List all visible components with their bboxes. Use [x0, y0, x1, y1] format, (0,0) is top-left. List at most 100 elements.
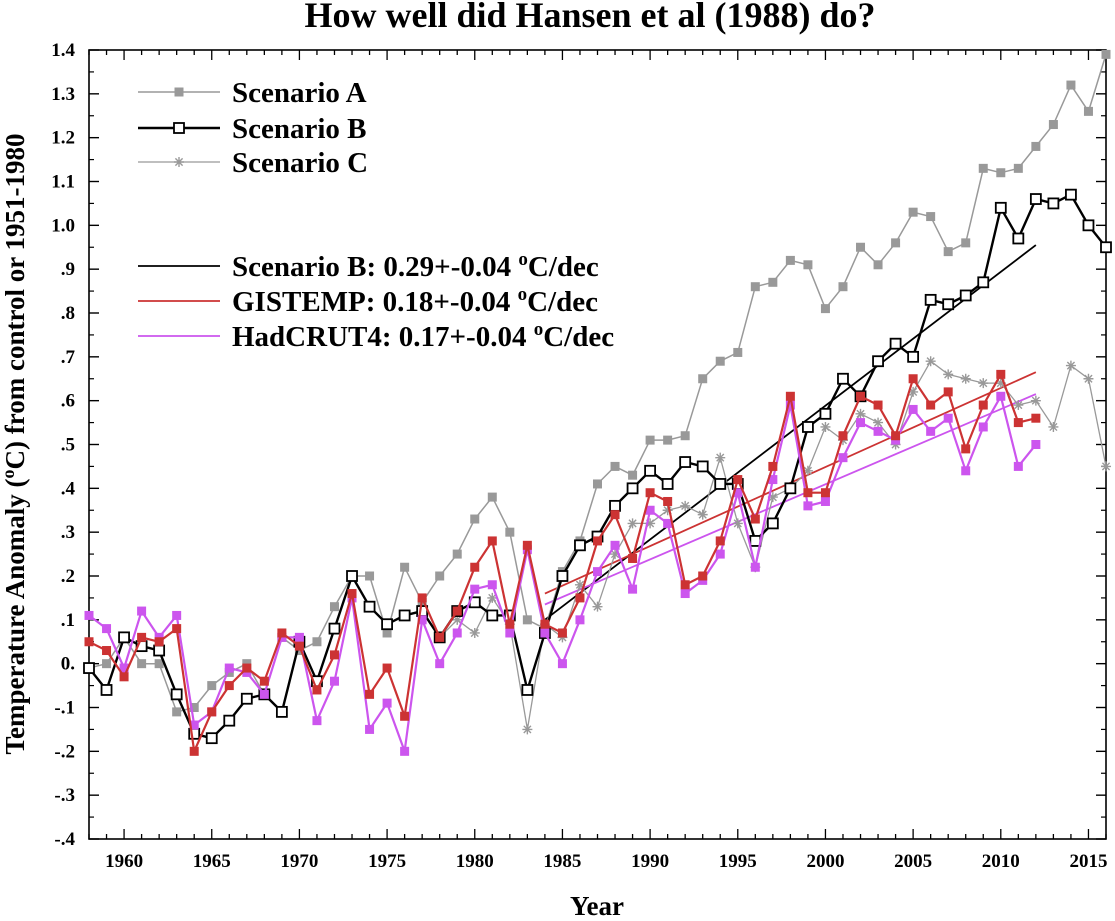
- data-point-scenario-a: [452, 549, 462, 559]
- data-point-scenario-a: [715, 356, 725, 366]
- legend-item-scenario-b: Scenario B: [138, 113, 367, 145]
- legend-trend-item-scenario-b: Scenario B: 0.29+-0.04 oC/dec: [138, 249, 599, 283]
- data-point-gistemp: [189, 746, 199, 756]
- data-point-scenario-b: [556, 570, 569, 582]
- data-point-scenario-b: [346, 570, 358, 582]
- legend-trend-value: HadCRUT4: 0.17+-0.04: [232, 321, 534, 353]
- data-point-gistemp: [768, 461, 778, 471]
- legend-item-scenario-c: Scenario C: [138, 147, 368, 179]
- data-point-scenario-a: [154, 659, 164, 669]
- data-point-hadcrut4: [575, 615, 585, 625]
- legend-trend-value: GISTEMP: 0.18+-0.04: [232, 286, 518, 318]
- data-point-scenario-a: [908, 207, 918, 217]
- data-point-scenario-b: [521, 684, 534, 696]
- legend-marker: [173, 122, 185, 134]
- data-point-scenario-a: [365, 571, 375, 581]
- data-point-gistemp: [978, 400, 988, 410]
- data-point-hadcrut4: [540, 628, 550, 638]
- data-point-scenario-c: [487, 592, 498, 603]
- data-point-gistemp: [452, 606, 462, 616]
- data-point-scenario-b: [118, 631, 130, 644]
- data-point-gistemp: [400, 711, 410, 721]
- data-point-gistemp: [522, 540, 532, 550]
- y-axis-label-superscript: o: [0, 469, 18, 478]
- data-point-scenario-c: [1013, 400, 1024, 411]
- data-point-hadcrut4: [365, 724, 375, 734]
- data-point-hadcrut4: [329, 676, 339, 686]
- data-point-hadcrut4: [663, 518, 673, 528]
- y-tick-label: .4: [61, 478, 76, 499]
- legend-label: Scenario C: [232, 147, 368, 179]
- data-point-scenario-c: [697, 509, 708, 520]
- data-point-scenario-c: [522, 724, 533, 735]
- data-point-gistemp: [680, 580, 690, 590]
- data-point-hadcrut4: [803, 501, 813, 511]
- data-point-scenario-c: [1101, 461, 1111, 472]
- data-point-gistemp: [119, 672, 129, 682]
- data-point-gistemp: [891, 431, 901, 441]
- data-point-scenario-a: [680, 431, 690, 441]
- data-point-hadcrut4: [557, 659, 567, 669]
- data-point-hadcrut4: [294, 632, 304, 642]
- data-point-hadcrut4: [943, 413, 953, 423]
- data-point-scenario-b: [381, 618, 393, 631]
- data-point-scenario-c: [1065, 360, 1076, 371]
- x-tick-label: 1975: [368, 851, 406, 872]
- data-point-scenario-b: [714, 478, 727, 490]
- data-point-scenario-a: [312, 637, 322, 647]
- y-tick-label: -.3: [54, 785, 75, 806]
- y-tick-label: 1.2: [51, 128, 75, 149]
- data-point-scenario-b: [872, 355, 884, 368]
- data-point-scenario-b: [1029, 193, 1042, 205]
- data-point-scenario-a: [329, 602, 339, 612]
- y-tick-label: 1.3: [51, 84, 75, 105]
- data-point-scenario-b: [486, 609, 499, 622]
- data-point-hadcrut4: [189, 720, 199, 730]
- data-point-gistemp: [242, 663, 252, 673]
- x-tick-label: 1965: [193, 851, 231, 872]
- legend-trend-label: HadCRUT4: 0.17+-0.04 oC/dec: [232, 319, 614, 353]
- data-point-gistemp: [803, 488, 813, 498]
- x-tick-label: 2000: [806, 851, 844, 872]
- data-point-scenario-b: [679, 456, 692, 468]
- data-point-gistemp: [540, 619, 550, 629]
- data-point-gistemp: [663, 496, 673, 506]
- data-point-scenario-b: [1082, 219, 1095, 232]
- y-tick-label: .7: [61, 347, 76, 368]
- data-point-gistemp: [610, 510, 620, 520]
- data-point-scenario-c: [995, 378, 1006, 389]
- data-point-scenario-b: [609, 499, 621, 512]
- series-line-scenario-c: [88, 360, 1107, 739]
- legend-trend-value: Scenario B: 0.29+-0.04: [232, 251, 518, 283]
- x-tick-label: 2015: [1069, 851, 1107, 872]
- y-tick-label: 1.0: [51, 215, 75, 236]
- legend-item-scenario-a: Scenario A: [138, 77, 367, 109]
- data-point-gistemp: [294, 641, 304, 651]
- data-point-scenario-c: [978, 378, 989, 389]
- data-point-scenario-c: [1048, 421, 1059, 432]
- data-point-gistemp: [593, 536, 602, 546]
- data-point-scenario-c: [767, 492, 778, 503]
- data-point-hadcrut4: [856, 418, 866, 428]
- data-point-hadcrut4: [435, 659, 445, 669]
- x-tick-label: 2005: [894, 851, 932, 872]
- data-point-hadcrut4: [400, 746, 410, 756]
- data-point-scenario-b: [837, 372, 849, 385]
- data-point-scenario-b: [1100, 241, 1112, 254]
- data-point-scenario-b: [959, 289, 972, 302]
- y-tick-label: 0.: [61, 654, 75, 675]
- x-axis-label: Year: [570, 891, 624, 921]
- data-point-scenario-c: [662, 505, 673, 516]
- data-point-scenario-a: [470, 514, 480, 524]
- data-point-scenario-b: [275, 705, 288, 718]
- data-point-scenario-a: [1031, 141, 1041, 151]
- data-point-hadcrut4: [172, 610, 182, 620]
- data-point-hadcrut4: [1013, 461, 1023, 471]
- data-point-gistemp: [628, 553, 638, 563]
- data-point-scenario-a: [628, 470, 638, 480]
- data-point-scenario-c: [802, 465, 813, 476]
- y-axis: -.4 -.3 -.2 -.1 0. .1 .2 .3 .4 .5 .6 .7 .8 .9 1.0 1.1 1.…: [51, 40, 1106, 850]
- data-point-scenario-a: [820, 304, 830, 314]
- y-tick-label: -.2: [54, 741, 75, 762]
